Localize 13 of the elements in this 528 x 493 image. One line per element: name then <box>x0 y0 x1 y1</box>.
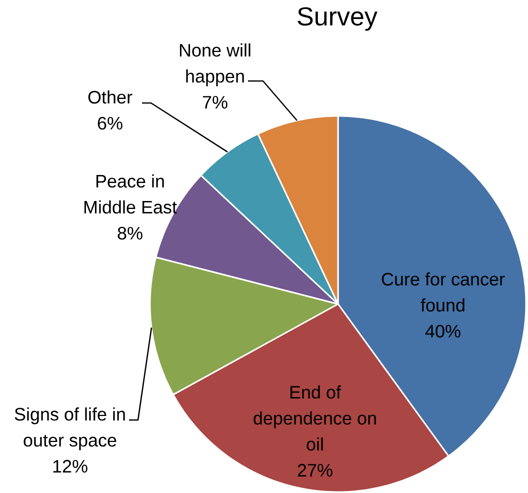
slice-label: Other <box>88 90 132 104</box>
data-label: 7% <box>202 96 228 109</box>
data-label: 8% <box>118 226 142 240</box>
slice-label: End of dependence on oil <box>254 385 376 451</box>
slice-label: Peace in Middle East <box>84 174 177 214</box>
data-label: 27% <box>298 464 332 477</box>
slice-label: Signs of life in outer space <box>14 407 125 450</box>
data-label: 6% <box>98 116 122 130</box>
data-label: 12% <box>53 460 88 473</box>
slice-label: Cure for cancer found <box>382 272 505 312</box>
slice-label: None will happen <box>180 43 250 86</box>
data-label: 40% <box>425 324 460 338</box>
chart-title: Survey <box>298 7 378 31</box>
